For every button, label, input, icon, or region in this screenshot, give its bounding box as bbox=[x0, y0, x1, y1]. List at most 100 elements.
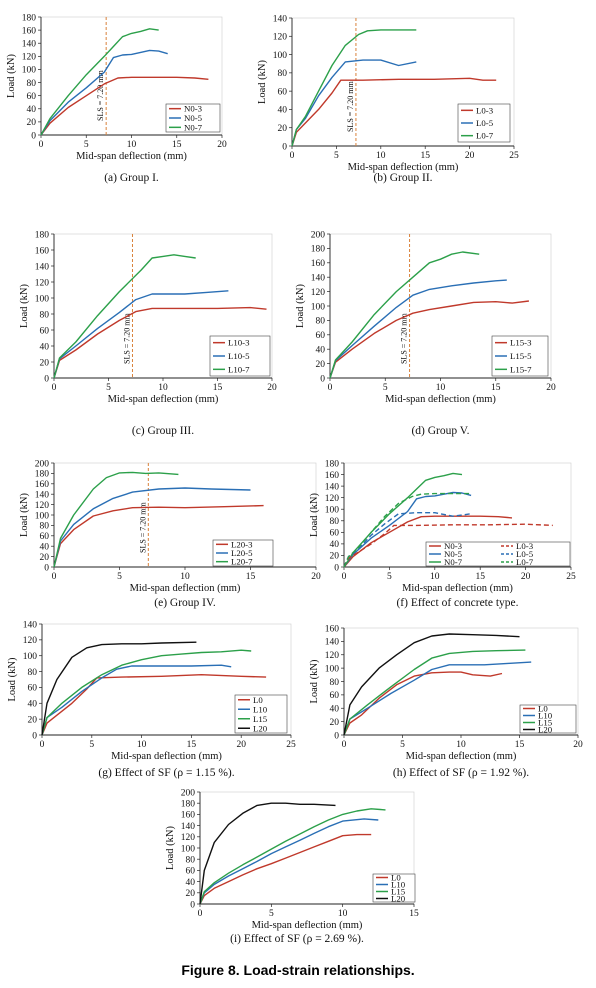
x-tick-label: 20 bbox=[236, 740, 246, 750]
x-tick-label: 0 bbox=[328, 383, 333, 393]
legend-label: L0-7 bbox=[516, 557, 534, 567]
y-tick-label: 160 bbox=[35, 246, 50, 256]
y-tick-label: 120 bbox=[181, 833, 196, 843]
x-tick-label: 10 bbox=[158, 383, 168, 393]
legend-label: L10-5 bbox=[228, 351, 250, 361]
series-line-N0-5 bbox=[343, 491, 472, 568]
panel-caption: (e) Group IV. bbox=[154, 597, 216, 609]
x-tick-label: 5 bbox=[383, 383, 388, 393]
x-axis-label: Mid-span deflection (mm) bbox=[108, 394, 219, 405]
series-line-L10 bbox=[199, 818, 379, 905]
y-tick-label: 20 bbox=[40, 358, 50, 368]
x-axis-label: Mid-span deflection (mm) bbox=[348, 162, 459, 173]
y-tick-label: 120 bbox=[35, 278, 50, 288]
y-tick-label: 40 bbox=[186, 878, 196, 888]
x-tick-label: 10 bbox=[436, 383, 446, 393]
x-tick-label: 20 bbox=[267, 383, 277, 393]
y-tick-label: 120 bbox=[325, 651, 340, 661]
legend-label: L10 bbox=[391, 880, 406, 890]
x-tick-label: 0 bbox=[290, 151, 295, 161]
series-line-L0-7 bbox=[343, 492, 472, 568]
legend-label: N0-5 bbox=[184, 113, 203, 123]
y-tick-label: 20 bbox=[330, 718, 340, 728]
x-tick-label: 0 bbox=[198, 909, 203, 919]
x-axis-label: Mid-span deflection (mm) bbox=[402, 583, 513, 594]
x-tick-label: 15 bbox=[475, 572, 485, 582]
series-line-L15 bbox=[199, 808, 386, 905]
legend-label: L0 bbox=[253, 695, 263, 705]
sls-label: SLS = 7.20 mm bbox=[96, 69, 105, 121]
legend-label: L15-7 bbox=[510, 364, 532, 374]
chart-panel-g: 0 5 10 15 20 25 0 20 40 60 80 100 120 140 Mid-span def… bbox=[7, 620, 296, 779]
y-tick-label: 160 bbox=[325, 624, 340, 634]
y-tick-label: 80 bbox=[278, 69, 288, 79]
y-tick-label: 40 bbox=[28, 700, 38, 710]
chart-panel-f: 0 5 10 15 20 25020406080100120140160180Mid-sp… bbox=[309, 459, 576, 609]
series-line-L15 bbox=[41, 649, 252, 736]
legend-label: L15-5 bbox=[510, 351, 532, 361]
legend-box bbox=[425, 541, 571, 567]
x-axis-label: Mid-span deflection (mm) bbox=[76, 151, 187, 162]
x-tick-label: 20 bbox=[573, 740, 583, 750]
y-tick-label: 40 bbox=[330, 540, 340, 550]
legend-label: L0-3 bbox=[476, 105, 494, 115]
x-tick-label: 5 bbox=[117, 572, 122, 582]
y-tick-label: 0 bbox=[334, 731, 339, 741]
series-line-L10-5 bbox=[53, 290, 229, 379]
panel-caption: (h) Effect of SF (ρ = 1.92 %). bbox=[393, 767, 529, 779]
y-tick-label: 200 bbox=[181, 788, 196, 798]
series-line-L20 bbox=[199, 802, 336, 905]
chart-panel-c: 0 5 10 15 20 0 20 40 60 80 100 120 140 160 180 Mid-span… bbox=[19, 230, 277, 437]
series-line-N0-3 bbox=[40, 76, 209, 136]
series-line-L15 bbox=[343, 649, 526, 736]
y-tick-label: 180 bbox=[325, 459, 340, 469]
y-axis-label: Load (kN) bbox=[7, 657, 18, 702]
legend-label: L10-3 bbox=[228, 338, 250, 348]
x-tick-label: 5 bbox=[84, 140, 89, 150]
legend-label: L0-3 bbox=[516, 541, 534, 551]
series-line-L10-3 bbox=[53, 306, 267, 379]
x-axis-label: Mid-span deflection (mm) bbox=[252, 920, 363, 931]
series-line-L0 bbox=[41, 674, 267, 736]
legend-label: L15-3 bbox=[510, 338, 532, 348]
y-tick-label: 20 bbox=[27, 118, 37, 128]
y-axis-label: Load (kN) bbox=[6, 53, 17, 98]
chart-panel-e: 0 5 10 15 20020406080100120140160180200Mid-s… bbox=[19, 459, 321, 609]
x-tick-label: 10 bbox=[180, 572, 190, 582]
chart-panel-a: 0 5 10 15 20 0 20 40 60 80 100 120 140 160 180 Mid-span… bbox=[6, 13, 227, 184]
x-tick-label: 20 bbox=[546, 383, 556, 393]
series-line-L15-7 bbox=[329, 251, 480, 379]
plot-area bbox=[53, 462, 317, 568]
y-tick-label: 0 bbox=[32, 731, 37, 741]
y-tick-label: 140 bbox=[273, 14, 288, 24]
y-tick-label: 180 bbox=[22, 13, 37, 23]
x-tick-label: 0 bbox=[52, 572, 57, 582]
x-tick-label: 15 bbox=[172, 140, 182, 150]
y-tick-label: 160 bbox=[311, 259, 326, 269]
x-tick-label: 20 bbox=[311, 572, 321, 582]
y-tick-label: 40 bbox=[27, 105, 37, 115]
x-tick-label: 25 bbox=[509, 151, 519, 161]
y-tick-label: 80 bbox=[40, 522, 50, 532]
y-tick-label: 0 bbox=[320, 374, 325, 384]
legend-label: L20-7 bbox=[231, 557, 253, 567]
y-tick-label: 180 bbox=[181, 800, 196, 810]
y-tick-label: 100 bbox=[311, 302, 326, 312]
y-tick-label: 60 bbox=[27, 92, 37, 102]
legend-box bbox=[519, 704, 577, 734]
y-tick-label: 140 bbox=[23, 620, 38, 630]
y-tick-label: 60 bbox=[330, 529, 340, 539]
y-tick-label: 40 bbox=[330, 705, 340, 715]
legend-label: L0-5 bbox=[516, 549, 534, 559]
y-tick-label: 40 bbox=[40, 543, 50, 553]
x-axis-label: Mid-span deflection (mm) bbox=[406, 751, 517, 762]
x-tick-label: 0 bbox=[342, 572, 347, 582]
x-tick-label: 5 bbox=[387, 572, 392, 582]
y-tick-label: 200 bbox=[35, 459, 50, 469]
x-tick-label: 10 bbox=[137, 740, 147, 750]
series-line-L10 bbox=[41, 664, 232, 736]
series-line-L20-5 bbox=[53, 487, 251, 568]
legend-label: L0 bbox=[538, 704, 548, 714]
